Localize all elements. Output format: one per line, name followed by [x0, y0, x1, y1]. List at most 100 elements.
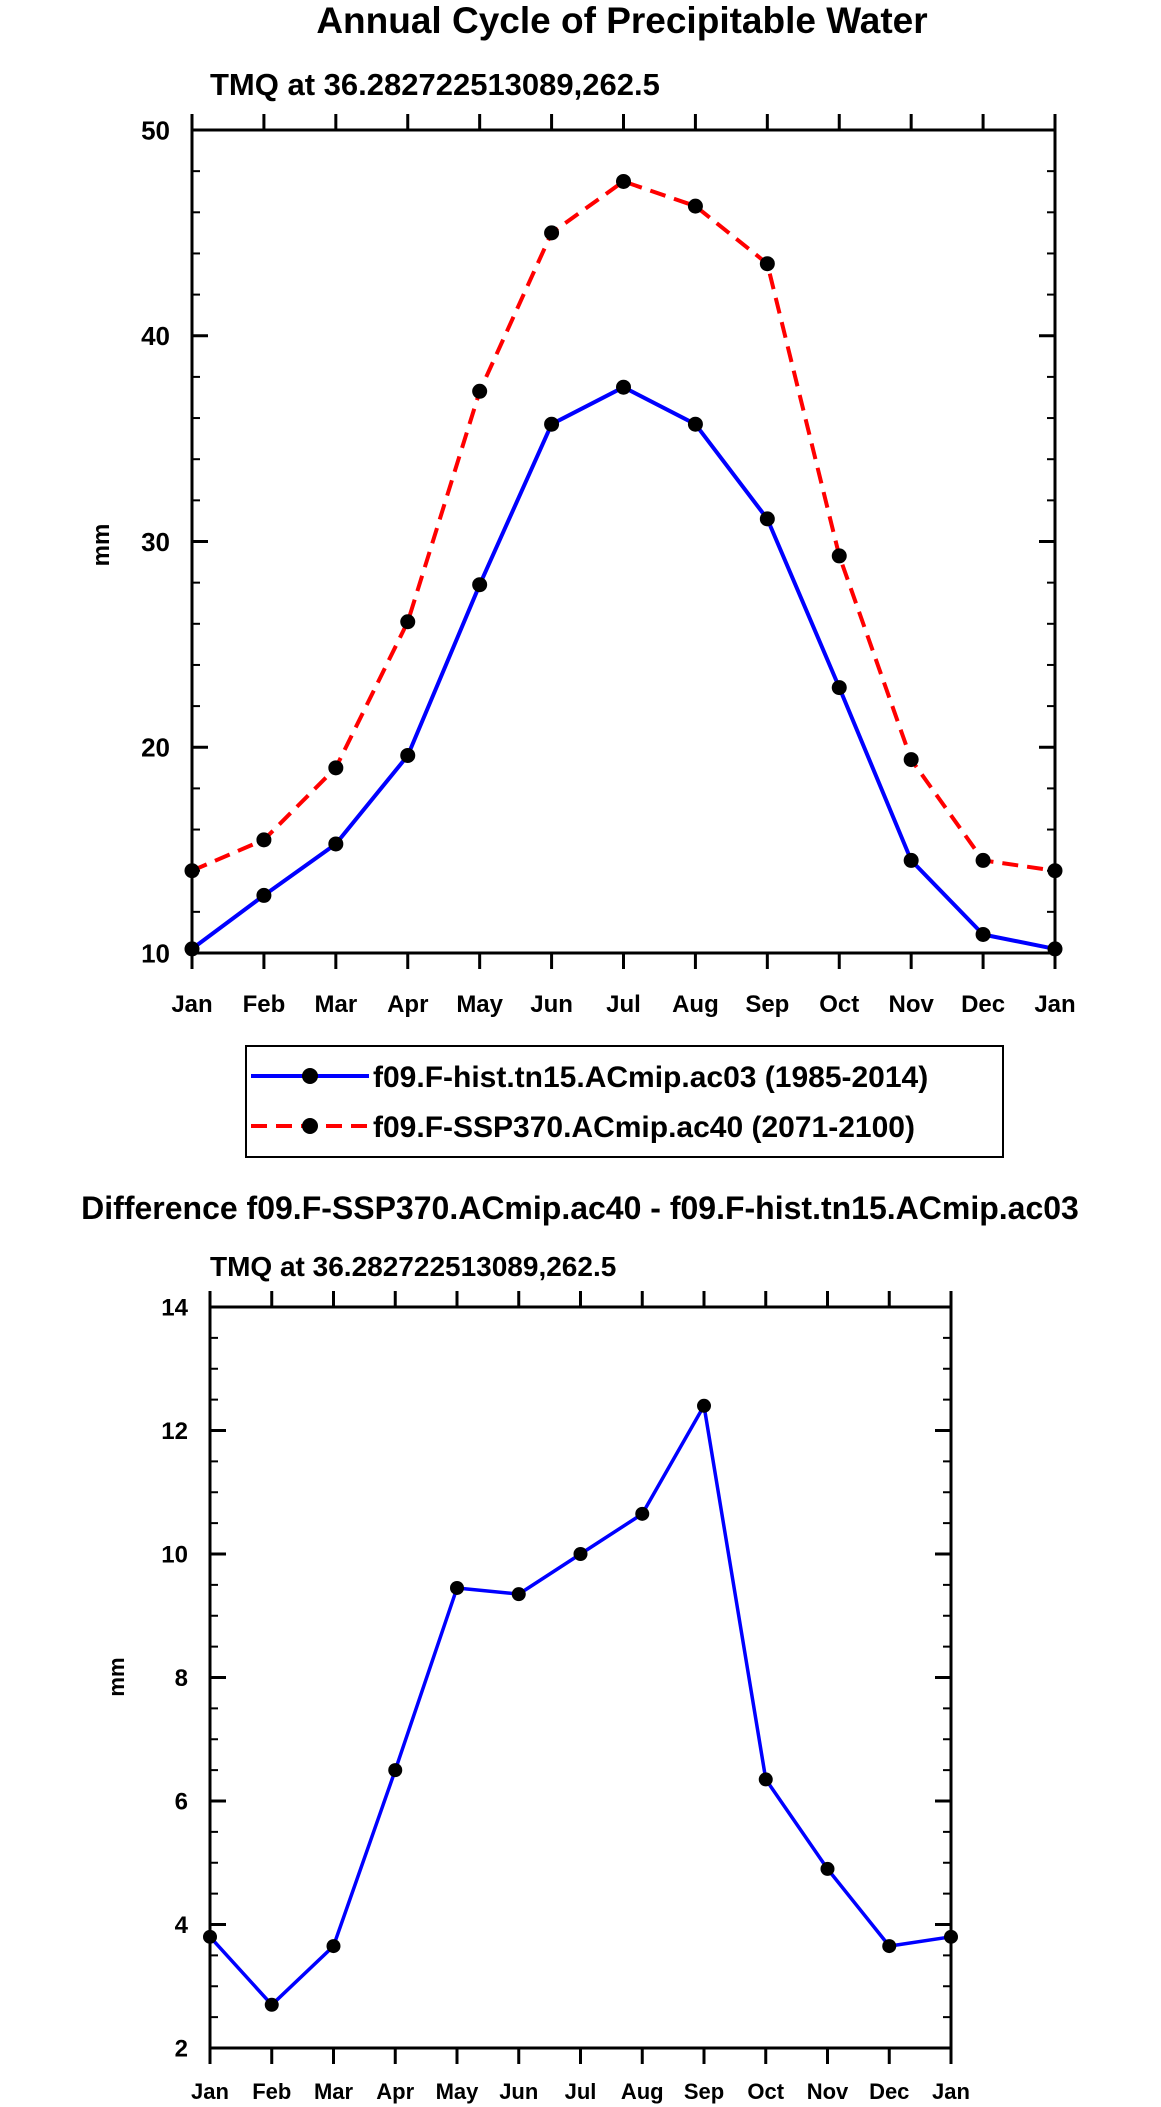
chart1-series-0-point-7 [687, 416, 703, 432]
chart2-points [203, 1398, 958, 2012]
chart2-series-lines [208, 1404, 952, 2007]
chart1-legend: f09.F-hist.tn15.ACmip.ac03 (1985-2014) f… [245, 1045, 1004, 1158]
chart2-series-0-point-5 [511, 1587, 526, 1602]
chart2-x-tick-label-6: Jul [565, 2079, 597, 2104]
chart1-series-0-point-4 [472, 577, 488, 593]
chart2-ticks [208, 1291, 953, 2064]
chart2-series-line-0 [208, 1404, 952, 2007]
chart1-title: Annual Cycle of Precipitable Water [316, 0, 927, 41]
chart1-x-tick-label-4: May [456, 991, 503, 1018]
chart1-x-tick-label-9: Oct [819, 991, 859, 1018]
chart2-title: Difference f09.F-SSP370.ACmip.ac40 - f09… [81, 1190, 1079, 1226]
legend-marker-ssp370 [302, 1118, 318, 1134]
chart1-x-tick-label-7: Aug [672, 991, 719, 1018]
chart-annual-cycle: Annual Cycle of Precipitable Water TMQ a… [88, 0, 1076, 1158]
chart2-x-tick-label-1: Feb [252, 2079, 291, 2104]
chart1-series-line-1 [191, 179, 1056, 873]
chart1-subtitle: TMQ at 36.282722513089,262.5 [210, 67, 660, 102]
chart1-plot-frame [190, 128, 1057, 955]
chart2-series-0-point-10 [820, 1861, 835, 1876]
chart1-x-tick-label-6: Jul [606, 991, 641, 1018]
chart1-x-tick-label-10: Nov [888, 991, 934, 1018]
chart2-series-0-point-9 [758, 1772, 773, 1787]
chart1-series-lines [190, 179, 1056, 951]
chart2-series-0-point-4 [450, 1580, 464, 1595]
chart1-x-tick-label-2: Mar [314, 991, 357, 1018]
chart1-series-1-point-8 [759, 256, 775, 272]
chart1-series-0-point-3 [400, 747, 416, 763]
chart1-series-0-point-2 [328, 836, 344, 852]
chart2-y-tick-labels: 2 4 6 8 10 12 14 [161, 1295, 188, 2063]
chart1-y-tick-label-2: 30 [141, 527, 170, 557]
chart1-x-tick-label-5: Jun [530, 991, 573, 1018]
chart1-series-1-point-3 [400, 614, 416, 630]
chart2-y-tick-label-2: 6 [175, 1789, 188, 1816]
chart2-series-0-point-6 [573, 1547, 588, 1561]
chart2-x-tick-label-10: Nov [807, 2079, 849, 2104]
chart2-plot-frame [208, 1305, 953, 2050]
chart2-x-tick-label-12: Jan [932, 2079, 970, 2104]
chart2-series-0-point-11 [882, 1939, 897, 1954]
chart1-series-line-0 [190, 385, 1056, 951]
chart1-series-1-point-5 [544, 225, 560, 241]
chart1-series-0-point-9 [831, 680, 847, 696]
chart1-series-1-point-10 [903, 752, 919, 768]
chart2-y-tick-label-5: 12 [161, 1418, 188, 1445]
chart2-x-tick-label-2: Mar [314, 2079, 354, 2104]
chart-difference: Difference f09.F-SSP370.ACmip.ac40 - f09… [81, 1190, 1079, 2104]
chart1-series-0-point-11 [975, 926, 991, 942]
chart2-x-tick-label-0: Jan [191, 2079, 229, 2104]
chart1-y-tick-label-4: 50 [141, 115, 170, 145]
chart1-y-tick-label-1: 20 [141, 733, 170, 763]
legend-label-ssp370: f09.F-SSP370.ACmip.ac40 (2071-2100) [373, 1111, 915, 1144]
chart2-y-tick-label-1: 4 [175, 1912, 189, 1939]
chart1-x-tick-label-1: Feb [243, 991, 286, 1018]
chart2-x-tick-label-4: May [436, 2079, 480, 2104]
chart1-y-axis-label: mm [88, 524, 115, 567]
chart2-x-tick-label-5: Jun [499, 2079, 538, 2104]
chart1-series-1-point-7 [687, 198, 703, 214]
chart1-series-0-point-6 [616, 379, 631, 395]
chart2-x-tick-label-3: Apr [376, 2079, 414, 2104]
chart1-x-tick-label-8: Sep [745, 991, 789, 1018]
chart2-x-tick-label-11: Dec [869, 2079, 909, 2104]
chart1-series-1-point-4 [472, 383, 488, 399]
chart2-series-0-point-8 [697, 1398, 711, 1413]
legend-box [245, 1045, 1004, 1158]
chart1-ticks [190, 114, 1057, 969]
chart2-x-tick-labels: Jan Feb Mar Apr May Jun Jul Aug Sep Oct Nov Dec Jan [191, 2079, 970, 2104]
chart2-x-tick-label-7: Aug [621, 2079, 664, 2104]
chart2-x-tick-label-8: Sep [684, 2079, 724, 2104]
chart1-y-tick-label-0: 10 [141, 938, 170, 968]
chart2-series-0-point-1 [264, 1997, 279, 2012]
chart1-series-0-point-5 [544, 416, 560, 432]
chart1-series-0-point-8 [759, 511, 775, 527]
legend-marker-hist [302, 1068, 318, 1084]
chart1-y-tick-labels: 10 20 30 40 50 [141, 115, 170, 968]
chart2-y-tick-label-3: 8 [175, 1665, 188, 1692]
chart1-series-1-point-1 [256, 832, 272, 848]
chart1-x-tick-labels: Jan Feb Mar Apr May Jun Jul Aug Sep Oct Nov Dec Jan [171, 991, 1075, 1018]
chart1-x-tick-label-0: Jan [171, 991, 212, 1018]
legend-label-hist: f09.F-hist.tn15.ACmip.ac03 (1985-2014) [373, 1061, 928, 1094]
chart1-points [184, 173, 1063, 957]
chart1-series-1-point-11 [975, 852, 991, 868]
chart2-y-tick-label-4: 10 [161, 1542, 188, 1569]
chart1-x-tick-label-3: Apr [387, 991, 428, 1018]
chart1-x-tick-label-11: Dec [961, 991, 1005, 1018]
chart1-series-1-point-9 [831, 548, 847, 564]
chart2-y-tick-label-6: 14 [161, 1295, 188, 1322]
chart2-y-axis-label: mm [104, 1657, 129, 1696]
chart1-series-0-point-10 [903, 852, 919, 868]
chart1-series-1-point-2 [328, 760, 344, 776]
chart1-series-1-point-6 [616, 173, 631, 189]
chart2-subtitle: TMQ at 36.282722513089,262.5 [210, 1251, 616, 1282]
chart2-series-0-point-2 [326, 1939, 341, 1954]
chart2-x-tick-label-9: Oct [747, 2079, 784, 2104]
chart1-x-tick-label-12: Jan [1034, 991, 1075, 1018]
chart2-series-0-point-3 [388, 1763, 403, 1778]
chart1-series-0-point-1 [256, 887, 272, 903]
chart2-y-tick-label-0: 2 [175, 2036, 188, 2063]
chart2-series-0-point-7 [635, 1506, 650, 1521]
